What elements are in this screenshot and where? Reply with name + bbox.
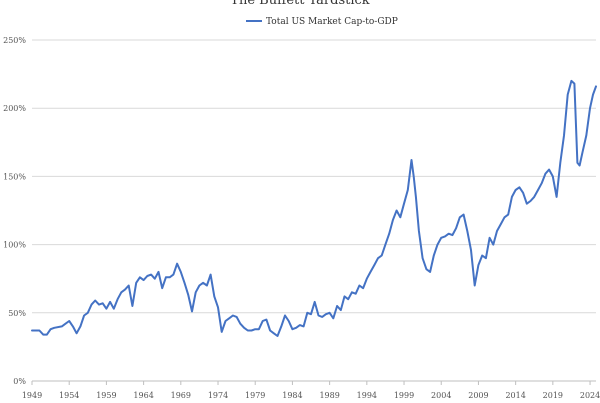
x-tick-label: 2019 — [543, 391, 563, 400]
x-tick-label: 1964 — [133, 391, 153, 400]
x-tick-label: 2009 — [468, 391, 488, 400]
y-tick-label: 150% — [3, 172, 26, 181]
gridlines — [32, 39, 596, 382]
y-tick-label: 200% — [3, 104, 26, 113]
y-tick-label: 50% — [8, 309, 26, 318]
x-tick-label: 2004 — [431, 391, 451, 400]
x-tick-label: 1974 — [208, 391, 228, 400]
x-tick-label: 2024 — [580, 391, 600, 400]
chart-title: The Buffett Yardstick — [230, 0, 369, 8]
series-line — [31, 79, 597, 337]
legend-label: Total US Market Cap-to-GDP — [266, 17, 398, 27]
x-tick-label: 1954 — [59, 391, 79, 400]
series-layer — [31, 79, 597, 337]
y-tick-label: 250% — [3, 36, 26, 45]
x-axis: 1949 1954 1959 1964 1969 1974 1979 1984 1989 1994… — [22, 381, 600, 400]
x-tick-label: 2014 — [505, 391, 525, 400]
legend: Total US Market Cap-to-GDP — [246, 17, 398, 27]
y-tick-label: 0% — [13, 377, 26, 386]
x-tick-label: 1959 — [96, 391, 116, 400]
y-axis: 0% 50% 100% 150% 200% 250% — [3, 36, 26, 386]
x-tick-label: 1994 — [357, 391, 377, 400]
x-tick-label: 1979 — [245, 391, 265, 400]
x-tick-label: 1949 — [22, 391, 42, 400]
x-tick-label: 1984 — [282, 391, 302, 400]
y-tick-label: 100% — [3, 241, 26, 250]
x-tick-label: 1989 — [319, 391, 339, 400]
x-tick-label: 1969 — [171, 391, 191, 400]
x-tick-label: 1999 — [394, 391, 414, 400]
